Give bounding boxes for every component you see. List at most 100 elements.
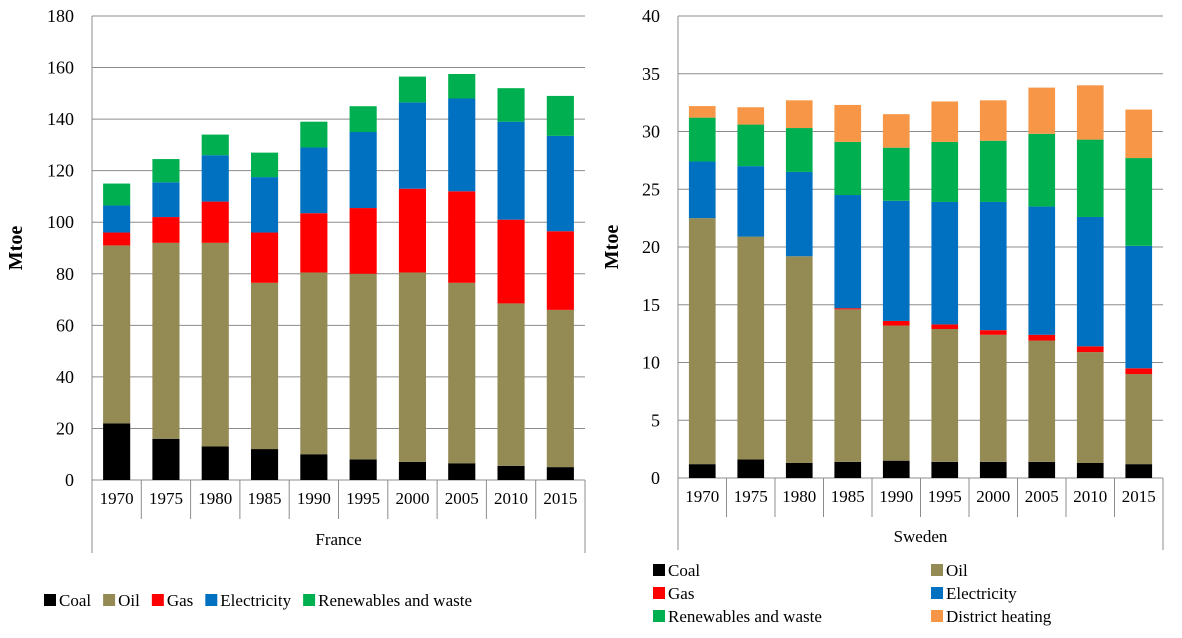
bar-electricity [250,177,279,233]
bar-renewables-and-waste [497,88,525,122]
bar-district-heating [979,100,1007,141]
bar-gas [448,191,476,283]
bar-renewables-and-waste [398,76,427,103]
bar-coal [1028,461,1056,478]
bar-oil [785,256,813,463]
bar-oil [834,309,862,462]
x-tick-label: 2015 [1122,487,1156,506]
bar-coal [1125,464,1153,478]
bar-electricity [349,132,377,209]
legend-swatch-coal [653,564,665,576]
bar-coal [300,454,328,480]
bar-coal [250,449,279,480]
bar-district-heating [1028,87,1056,134]
bar-oil [1125,374,1153,465]
group-label: France [315,530,361,549]
bar-oil [398,272,427,462]
x-tick-label: 2010 [1073,487,1107,506]
bar-renewables-and-waste [834,141,862,196]
legend-swatch-electricity [205,594,218,606]
bar-renewables-and-waste [201,134,229,156]
x-tick-label: 2000 [976,487,1010,506]
bar-electricity [1125,245,1153,369]
y-tick-label: 15 [642,295,660,315]
y-tick-label: 160 [47,58,74,78]
bar-gas [497,219,525,304]
bar-electricity [737,166,765,237]
legend-label: Renewables and waste [668,607,822,626]
bar-electricity [785,171,813,257]
x-tick-label: 1990 [297,489,331,508]
legend-label: Gas [167,591,193,610]
y-tick-label: 35 [642,64,660,84]
bar-gas [931,324,959,330]
y-tick-label: 100 [47,212,74,232]
bar-coal [931,461,959,478]
bar-coal [201,446,229,480]
bar-gas [201,201,229,243]
bar-coal [1076,462,1104,478]
x-tick-label: 1995 [928,487,962,506]
x-tick-label: 2015 [543,489,577,508]
x-tick-label: 1975 [149,489,183,508]
x-tick-label: 1985 [831,487,865,506]
legend-swatch-gas [151,594,164,606]
bar-electricity [546,135,574,232]
x-tick-label: 1980 [782,487,816,506]
bar-oil [300,272,328,455]
bar-renewables-and-waste [979,140,1007,202]
bar-renewables-and-waste [737,124,765,167]
legend-swatch-coal [44,594,56,606]
legend-swatch-renewables-and-waste [653,610,665,622]
bar-coal [398,461,427,480]
bar-renewables-and-waste [688,117,716,162]
bar-oil [448,282,476,464]
bar-renewables-and-waste [1028,133,1056,207]
bar-electricity [497,121,525,220]
x-tick-label: 1985 [248,489,282,508]
bar-coal [448,463,476,480]
bar-oil [546,309,574,468]
bar-electricity [201,155,229,202]
bar-renewables-and-waste [250,152,279,178]
bar-oil [737,236,765,460]
bar-oil [152,242,180,439]
bar-gas [546,231,574,310]
legend-label: Renewables and waste [318,591,472,610]
x-tick-label: 1970 [685,487,719,506]
group-label: Sweden [894,527,948,546]
bar-coal [349,459,377,480]
bar-electricity [448,98,476,192]
bar-oil [349,273,377,460]
bar-oil [201,242,229,447]
bar-coal [688,464,716,478]
bar-coal [103,423,131,480]
y-tick-label: 25 [642,179,660,199]
legend-swatch-oil [103,594,116,606]
bar-district-heating [1076,85,1104,140]
bar-coal [152,438,180,480]
bar-electricity [1028,206,1056,335]
x-tick-label: 2010 [494,489,528,508]
bar-district-heating [882,114,910,148]
x-tick-label: 1970 [100,489,134,508]
bar-coal [834,461,862,478]
bar-electricity [103,205,131,233]
x-tick-label: 1980 [198,489,232,508]
bar-district-heating [785,100,813,129]
bar-coal [882,460,910,478]
bar-gas [152,217,180,243]
x-tick-label: 1975 [734,487,768,506]
bar-renewables-and-waste [1125,158,1153,246]
y-tick-label: 0 [65,470,74,490]
bar-electricity [398,102,427,189]
bar-oil [250,282,279,450]
legend-label: Electricity [220,591,291,610]
bar-oil [931,329,959,462]
bar-coal [737,459,765,478]
bar-coal [979,461,1007,478]
bar-oil [688,218,716,465]
france-chart: 0 20 40 60 80 100 120 140 160 180 1970 1975 1980 1985… [5,6,586,610]
x-tick-label: 1990 [879,487,913,506]
bar-oil [103,245,131,424]
